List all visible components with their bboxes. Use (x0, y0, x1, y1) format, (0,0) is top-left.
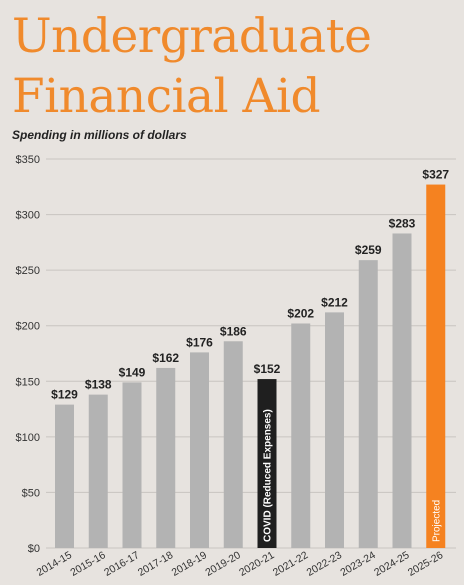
bar-2021-22 (291, 323, 311, 548)
bar-2023-24 (358, 260, 378, 548)
bar-2019-20 (223, 341, 243, 548)
chart-subtitle: Spending in millions of dollars (12, 128, 187, 142)
data-label: $259 (355, 243, 382, 257)
chart-title-line-2: Financial Aid (12, 69, 321, 124)
data-label: $149 (119, 365, 146, 379)
bar-2025-26 (426, 184, 446, 548)
data-label: $152 (254, 362, 281, 376)
x-tick-label: 2024-25 (372, 549, 412, 579)
x-tick-label: 2014-15 (35, 549, 75, 579)
y-tick-label: $250 (16, 265, 40, 277)
data-label: $283 (389, 216, 416, 230)
x-tick-label: 2015-16 (68, 549, 108, 579)
bar-2015-16 (88, 394, 108, 548)
data-label: $138 (85, 378, 112, 392)
data-label: $129 (51, 388, 78, 402)
x-tick-label: 2025-26 (406, 549, 446, 579)
bar-annotation: COVID (Reduced Expenses) (263, 409, 274, 542)
data-label: $162 (152, 351, 179, 365)
y-tick-label: $350 (16, 154, 40, 166)
x-tick-label: 2021-22 (271, 549, 311, 579)
y-tick-label: $300 (16, 210, 40, 222)
x-tick-label: 2022-23 (305, 549, 345, 579)
bar-2018-19 (190, 352, 209, 548)
data-label: $186 (220, 324, 247, 338)
data-label: $212 (321, 295, 348, 309)
y-tick-label: $200 (16, 321, 40, 333)
bar-2022-23 (325, 312, 344, 548)
bar-2020-21 (257, 379, 277, 548)
x-tick-label: 2018-19 (170, 549, 210, 579)
x-tick-label: 2016-17 (102, 549, 142, 579)
bar-2024-25 (392, 233, 412, 549)
bar-2014-15 (55, 404, 74, 548)
data-label: $202 (287, 306, 314, 320)
data-label: $176 (186, 335, 213, 349)
bar-2016-17 (122, 382, 142, 548)
bar-annotation: Projected (431, 500, 442, 542)
x-tick-label: 2019-20 (203, 549, 243, 579)
x-tick-label: 2017-18 (136, 549, 176, 579)
y-tick-label: $150 (16, 376, 40, 388)
y-tick-label: $100 (16, 432, 40, 444)
chart-title-line-1: Undergraduate (12, 9, 372, 64)
data-label: $327 (422, 168, 449, 182)
y-tick-label: $50 (22, 487, 40, 499)
x-tick-label: 2023-24 (338, 549, 378, 579)
x-tick-label: 2020-21 (237, 549, 277, 579)
y-tick-label: $0 (28, 543, 40, 555)
bar-2017-18 (156, 367, 176, 548)
